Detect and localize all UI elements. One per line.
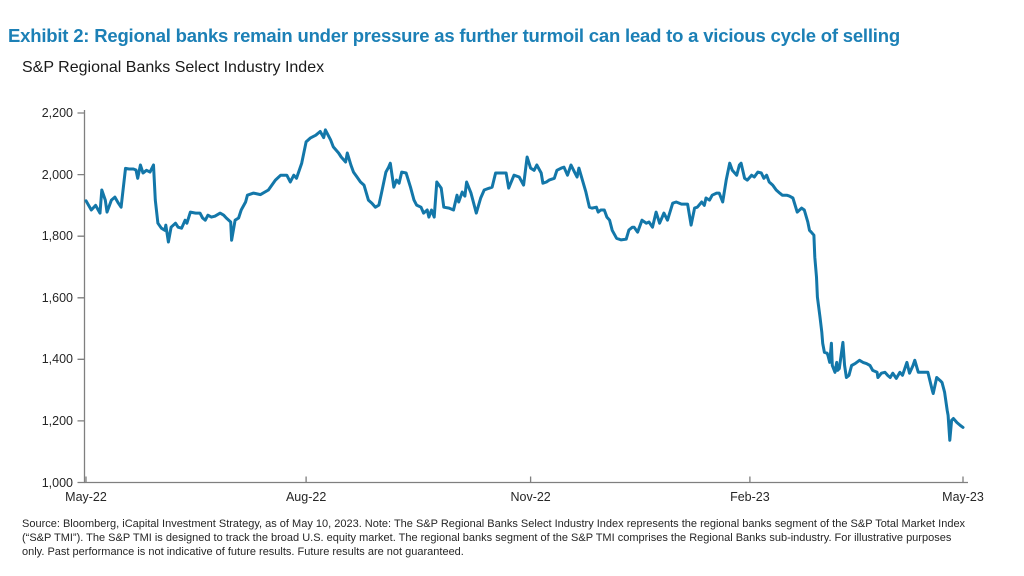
axis-ticks [77,112,964,484]
y-tick-label: 1,000 [41,475,73,490]
source-note: Source: Bloomberg, iCapital Investment S… [22,518,1014,559]
x-tick-label: May-22 [65,490,107,504]
y-tick-label: 1,600 [41,290,73,305]
source-note-line: (“S&P TMI”). The S&P TMI is designed to … [22,531,952,544]
x-tick-label: Feb-23 [730,490,770,504]
source-note-line: Source: Bloomberg, iCapital Investment S… [22,518,966,530]
chart-subtitle: S&P Regional Banks Select Industry Index [22,59,325,76]
y-tick-label: 1,400 [41,352,73,367]
x-tick-label: Aug-22 [285,490,327,504]
index-line [84,128,965,442]
x-tick-label: Nov-22 [510,490,551,504]
y-tick-label: 2,000 [41,167,73,182]
source-note-line: only. Past performance is not indicative… [22,545,464,558]
y-tick-label: 1,200 [41,413,73,428]
y-tick-label: 2,200 [41,106,73,120]
y-tick-label: 1,800 [41,229,73,244]
x-tick-label: May-23 [942,490,984,504]
exhibit-title: Exhibit 2: Regional banks remain under p… [8,25,900,47]
